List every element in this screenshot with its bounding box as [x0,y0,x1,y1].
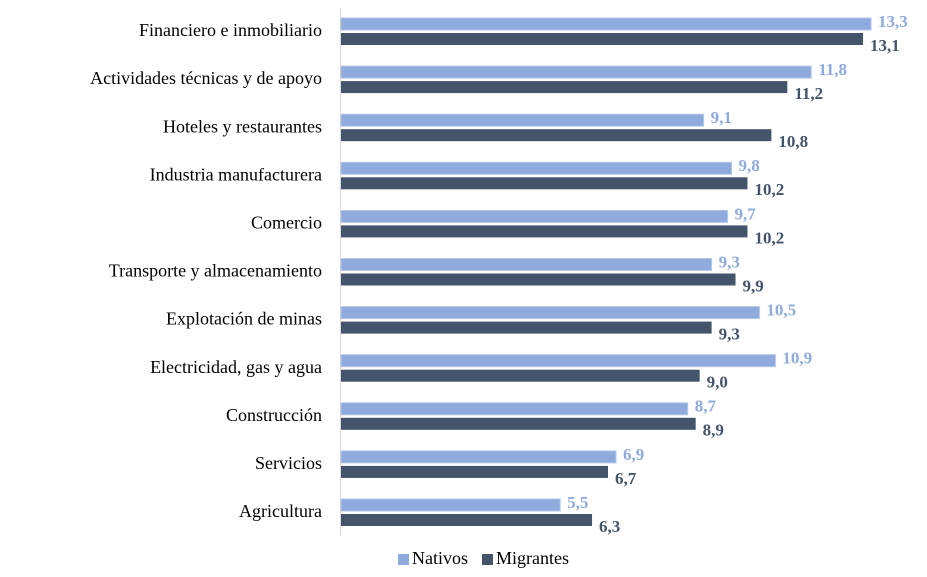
value-label: 9,9 [743,276,764,295]
category-label: Industria manufacturera [150,164,322,184]
value-label: 11,2 [794,84,823,103]
legend-label: Migrantes [496,548,569,568]
category-label: Explotación de minas [166,309,322,329]
bar [341,177,748,190]
category-label: Hoteles y restaurantes [163,116,322,136]
value-label: 9,0 [707,373,728,392]
value-label: 6,3 [599,517,620,536]
bar [341,417,696,430]
bar [340,498,561,512]
category-label: Construcción [226,405,322,425]
value-label: 13,3 [878,12,908,31]
category-label: Actividades técnicas y de apoyo [90,68,322,88]
legend-swatch [398,554,409,565]
bar [341,321,712,334]
bar [341,273,736,286]
bar [341,514,593,526]
category-label: Comercio [251,213,322,233]
value-label: 9,8 [739,156,760,175]
bar [340,354,776,368]
value-label: 5,5 [567,493,588,512]
value-label: 6,7 [615,469,637,488]
bar [340,209,729,223]
bar [340,161,733,175]
value-label: 8,7 [695,397,717,416]
value-label: 8,9 [703,421,724,440]
bar [340,258,713,271]
legend-swatch [482,554,493,565]
value-label: 6,9 [623,445,644,464]
value-label: 10,5 [766,301,796,320]
value-label: 10,8 [778,132,808,151]
bar [341,129,772,142]
category-label: Financiero e inmobiliario [139,20,322,40]
category-label: Agricultura [239,501,322,521]
category-label: Servicios [255,453,322,473]
value-label: 9,3 [719,325,740,344]
category-label: Transporte y almacenamiento [109,261,322,281]
value-label: 13,1 [870,36,900,55]
legend-label: Nativos [412,548,468,568]
bar [340,65,812,79]
bar [341,81,788,94]
category-label: Electricidad, gas y agua [150,357,322,377]
value-label: 10,2 [754,180,784,199]
bar [340,306,760,320]
value-label: 9,7 [735,204,757,223]
value-label: 9,1 [711,108,732,127]
bar [341,465,608,478]
value-label: 11,8 [818,60,847,79]
value-label: 9,3 [719,252,740,271]
bar [341,369,700,382]
bar [340,113,705,127]
bar [340,402,689,416]
bar [340,17,872,31]
value-label: 10,9 [782,349,812,368]
value-label: 10,2 [754,228,784,247]
bar [340,450,617,464]
bar [341,33,864,45]
bar [341,225,748,238]
